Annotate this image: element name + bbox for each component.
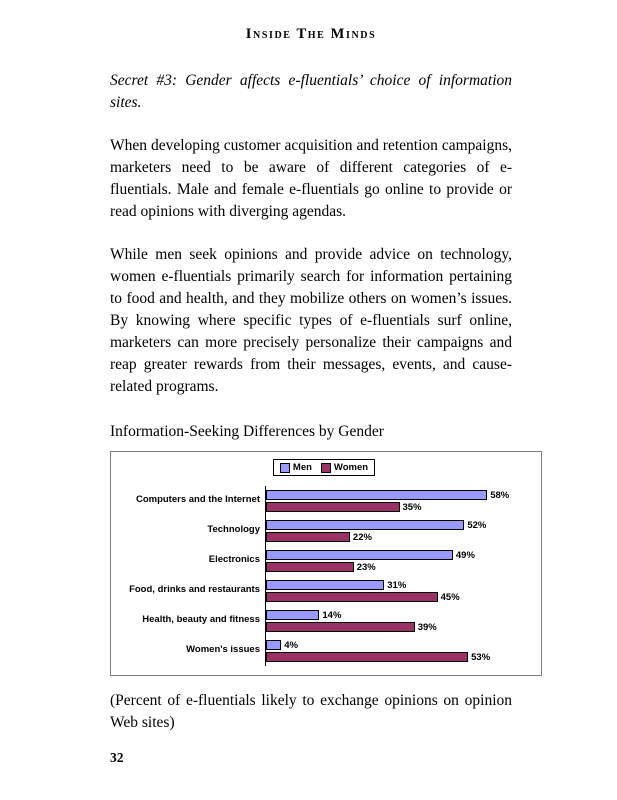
secret-heading-paragraph: Secret #3: Gender affects e-fluentials’ … bbox=[110, 72, 512, 111]
legend-item-women: Women bbox=[320, 462, 369, 473]
chart-bar-cell: 52% 22% bbox=[265, 515, 533, 546]
chart-rows: Computers and the Internet 58% 35% Technolo… bbox=[115, 485, 533, 666]
bar-line-women: 45% bbox=[266, 592, 533, 603]
body-paragraph-2: While men seek opinions and provide advi… bbox=[110, 246, 512, 395]
bar-men bbox=[266, 580, 385, 590]
bar-line-women: 35% bbox=[266, 502, 533, 513]
bar-line-women: 39% bbox=[266, 622, 533, 633]
chart-row: Food, drinks and restaurants 31% 45% bbox=[115, 575, 533, 606]
legend-swatch-men bbox=[279, 462, 290, 473]
bar-women bbox=[266, 562, 354, 572]
chart-legend: Men Women bbox=[272, 459, 376, 476]
chart-caption: (Percent of e-fluentials likely to excha… bbox=[110, 691, 512, 731]
bar-men bbox=[266, 640, 282, 650]
chart-category-label: Food, drinks and restaurants bbox=[129, 584, 260, 596]
bar-line-men: 4% bbox=[266, 640, 533, 651]
chart-row: Electronics 49% 23% bbox=[115, 545, 533, 576]
page-number: 32 bbox=[110, 750, 124, 765]
bar-line-women: 23% bbox=[266, 562, 533, 573]
chart-category-label: Electronics bbox=[208, 554, 260, 566]
bar-women bbox=[266, 592, 438, 602]
bar-value-label: 49% bbox=[455, 549, 475, 561]
bar-value-label: 53% bbox=[471, 651, 491, 663]
bar-value-label: 45% bbox=[440, 591, 460, 603]
bar-women bbox=[266, 652, 469, 662]
chart-bar-cell: 14% 39% bbox=[265, 605, 533, 636]
bar-line-men: 14% bbox=[266, 610, 533, 621]
chart-category-label: Health, beauty and fitness bbox=[142, 614, 260, 626]
bar-line-men: 49% bbox=[266, 550, 533, 561]
bar-men bbox=[266, 550, 453, 560]
bar-value-label: 39% bbox=[417, 621, 437, 633]
bar-value-label: 22% bbox=[352, 531, 372, 543]
chart-bar-cell: 31% 45% bbox=[265, 575, 533, 606]
chart-row: Health, beauty and fitness 14% 39% bbox=[115, 605, 533, 636]
bar-men bbox=[266, 490, 488, 500]
bar-value-label: 35% bbox=[402, 501, 422, 513]
bar-value-label: 23% bbox=[356, 561, 376, 573]
chart-bar-cell: 4% 53% bbox=[265, 635, 533, 666]
bar-value-label: 52% bbox=[467, 519, 487, 531]
bar-value-label: 14% bbox=[322, 609, 342, 621]
bar-line-men: 58% bbox=[266, 490, 533, 501]
chart-bar-cell: 58% 35% bbox=[265, 485, 533, 516]
bar-value-label: 58% bbox=[490, 489, 510, 501]
bar-line-women: 53% bbox=[266, 652, 533, 663]
legend-item-men: Men bbox=[279, 462, 312, 473]
bar-women bbox=[266, 532, 350, 542]
body-paragraph-1: When developing customer acquisition and… bbox=[110, 137, 512, 220]
chart-row: Technology 52% 22% bbox=[115, 515, 533, 546]
legend-label: Women bbox=[333, 462, 369, 473]
bar-line-women: 22% bbox=[266, 532, 533, 543]
bar-value-label: 4% bbox=[284, 639, 298, 651]
legend-swatch-women bbox=[320, 462, 331, 473]
bar-men bbox=[266, 610, 320, 620]
bar-women bbox=[266, 622, 415, 632]
gender-differences-chart: Men Women Computers and the Internet 58% 35… bbox=[110, 451, 542, 676]
chart-title: Information-Seeking Differences by Gende… bbox=[110, 423, 384, 440]
chart-row: Computers and the Internet 58% 35% bbox=[115, 485, 533, 516]
chart-category-label: Women's issues bbox=[186, 644, 260, 656]
chart-row: Women's issues 4% 53% bbox=[115, 635, 533, 666]
bar-women bbox=[266, 502, 400, 512]
chart-category-label: Technology bbox=[207, 524, 260, 536]
legend-label: Men bbox=[292, 462, 312, 473]
chart-category-label: Computers and the Internet bbox=[135, 494, 260, 506]
chart-bar-cell: 49% 23% bbox=[265, 545, 533, 576]
bar-men bbox=[266, 520, 465, 530]
chart-legend-wrap: Men Women bbox=[115, 459, 533, 478]
page-header-title: Inside The Minds bbox=[245, 26, 377, 42]
bar-line-men: 31% bbox=[266, 580, 533, 591]
bar-line-men: 52% bbox=[266, 520, 533, 531]
bar-value-label: 31% bbox=[387, 579, 407, 591]
